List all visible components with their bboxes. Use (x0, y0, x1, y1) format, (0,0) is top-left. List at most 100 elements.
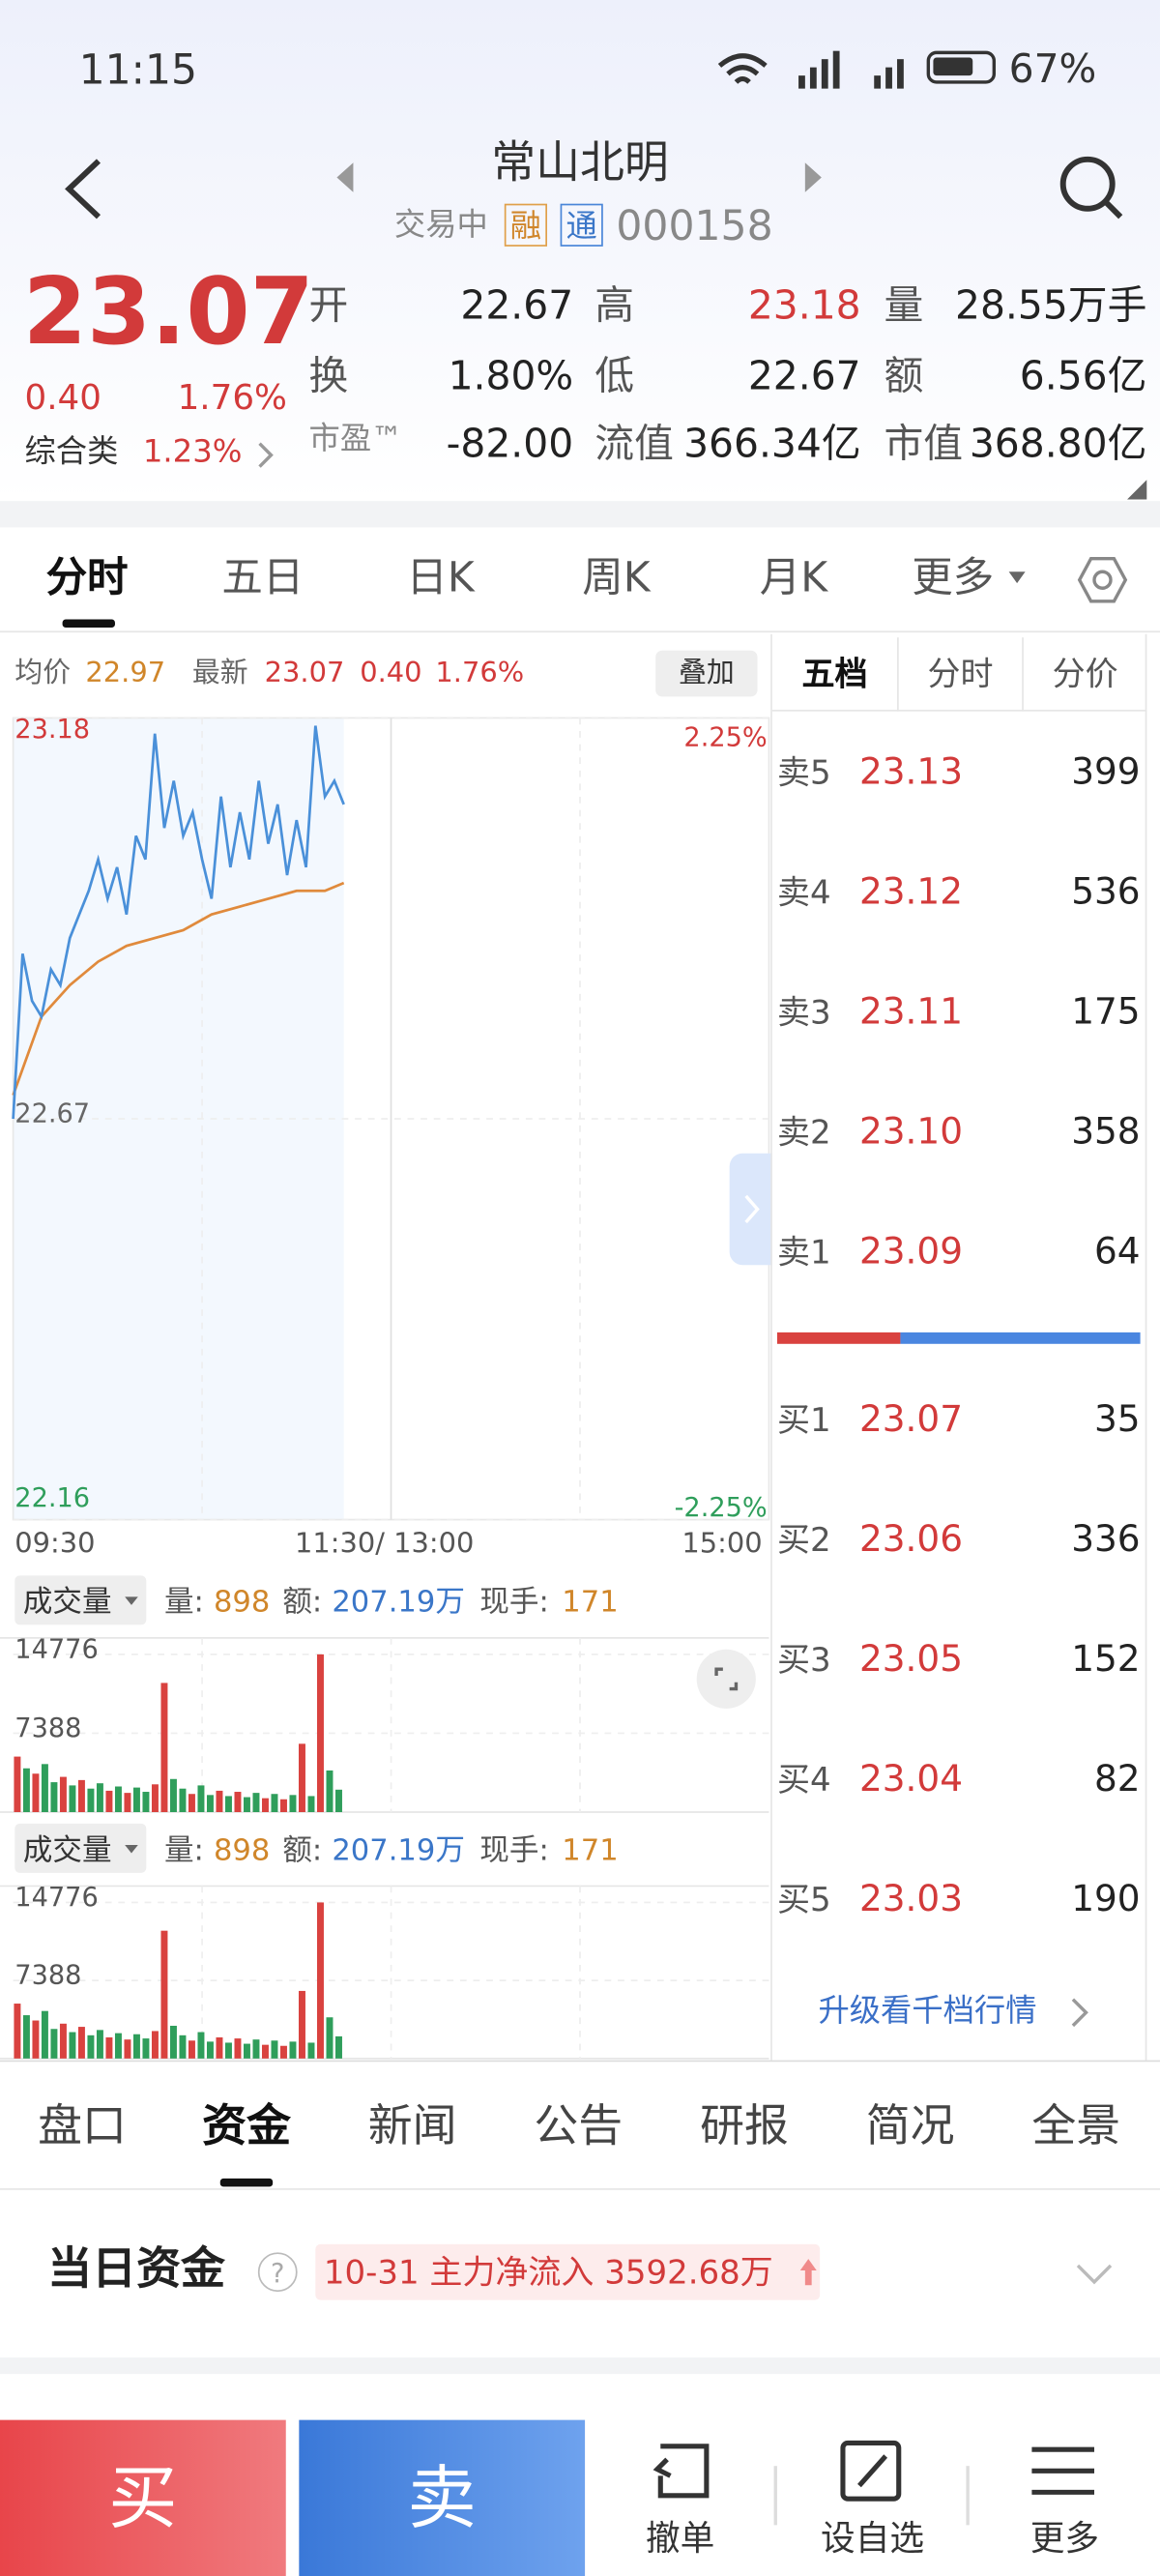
fund-help[interactable]: ? (257, 2252, 298, 2293)
book-price: 23.05 (858, 1639, 963, 1682)
stat-value: 28.55万手 (955, 282, 1147, 329)
info-tab[interactable]: 公告 (534, 2101, 624, 2152)
volume-bar (279, 2045, 287, 2059)
stat-value: 22.67 (747, 353, 861, 399)
stat-label: 开 (308, 282, 349, 329)
volume-tick-label: 7388 (14, 1713, 81, 1743)
chart-tab[interactable]: 更多 (912, 553, 995, 601)
stat-value: 368.80亿 (969, 420, 1147, 467)
volume-bar (289, 1795, 297, 1812)
stat-label: 换 (308, 353, 349, 399)
volume-bar (289, 2041, 297, 2059)
info-tab[interactable]: 研报 (700, 2101, 789, 2152)
volume-bar (335, 2035, 342, 2059)
sector-arrow[interactable] (256, 440, 276, 470)
book-qty: 358 (1071, 1112, 1141, 1154)
volume-caret (125, 1844, 138, 1854)
info-tabs-top (0, 2060, 1160, 2063)
book-tab[interactable]: 分价 (1022, 637, 1147, 712)
volume-bar (335, 1789, 342, 1812)
chart-settings[interactable] (1076, 554, 1128, 606)
side-handle[interactable] (729, 1153, 772, 1266)
chart-tab[interactable]: 分时 (45, 553, 129, 601)
info-tab[interactable]: 全景 (1031, 2101, 1121, 2152)
chart-tab[interactable]: 月K (759, 553, 828, 601)
book-bar-ask (776, 1332, 901, 1344)
volume-bar (179, 1788, 187, 1812)
book-tab[interactable]: 分时 (897, 637, 1023, 712)
last-label: 最新 (191, 657, 248, 690)
info-tab[interactable]: 资金 (202, 2101, 291, 2152)
volume-bar (326, 2017, 334, 2059)
info-underline (219, 2178, 274, 2187)
volume-bar (32, 2020, 40, 2059)
book-label: 卖2 (776, 1112, 831, 1152)
overlay-button[interactable]: 叠加 (655, 650, 758, 697)
book-qty: 82 (1094, 1759, 1141, 1801)
volume-bar (50, 1782, 58, 1812)
stat-value: 22.67 (460, 282, 574, 329)
volume-bar (77, 2027, 85, 2059)
book-price: 23.09 (858, 1232, 963, 1273)
chart-tab[interactable]: 日K (406, 553, 475, 601)
volume-bar (142, 2038, 150, 2059)
book-label: 买2 (776, 1519, 831, 1560)
back-button[interactable] (59, 155, 108, 223)
action-label[interactable]: 更多 (1030, 2518, 1100, 2559)
volume-qty-label: 量: (164, 1586, 204, 1620)
chart-tab[interactable]: 周K (582, 553, 651, 601)
volume-bar (96, 1783, 103, 1812)
volume-bar (317, 1902, 324, 2059)
upgrade-arrow[interactable] (1068, 1996, 1091, 2029)
volume-bar (224, 1796, 232, 1812)
volume-tick-label: 7388 (14, 1961, 81, 1991)
info-tab[interactable]: 简况 (865, 2101, 955, 2152)
volume-bar (160, 1930, 168, 2059)
book-label: 卖3 (776, 992, 831, 1032)
volume-bar (87, 1788, 95, 1812)
book-qty: 336 (1071, 1519, 1141, 1562)
buy-button[interactable]: 买 (0, 2419, 286, 2576)
book-label: 卖4 (776, 872, 831, 912)
stat-label: 流值 (594, 420, 674, 467)
sell-button[interactable]: 卖 (299, 2419, 586, 2576)
chart-tab[interactable]: 五日 (221, 553, 304, 601)
book-price: 23.11 (858, 992, 963, 1034)
volume-bar (32, 1773, 40, 1812)
info-tab[interactable]: 盘口 (38, 2101, 127, 2152)
volume-hand-label: 现手: (479, 1833, 548, 1867)
price-pct: 1.76% (177, 377, 287, 418)
fund-expand[interactable] (1075, 2261, 1115, 2287)
tab-underline (62, 619, 115, 629)
volume-bar (77, 1779, 85, 1812)
volume-bar (206, 1795, 214, 1812)
action-label[interactable]: 撤单 (645, 2518, 715, 2559)
upgrade-link[interactable]: 升级看千档行情 (818, 1992, 1037, 2030)
volume-bar (279, 1799, 287, 1812)
next-stock[interactable] (801, 161, 825, 194)
info-tab[interactable]: 新闻 (367, 2101, 457, 2152)
expand-corner[interactable] (1126, 480, 1147, 500)
volume-bar (151, 1784, 159, 1812)
fullscreen-button[interactable] (696, 1649, 756, 1709)
volume-bar (299, 1743, 305, 1812)
volume-amt-label: 额: (282, 1586, 322, 1620)
book-price: 23.10 (858, 1112, 963, 1154)
book-qty: 175 (1071, 992, 1141, 1034)
volume-bar (307, 2042, 315, 2059)
book-qty: 536 (1071, 872, 1141, 914)
book-qty: 35 (1094, 1399, 1141, 1442)
search-button[interactable] (1055, 151, 1127, 223)
prev-stock[interactable] (334, 161, 357, 194)
volume-amt-label: 额: (282, 1833, 322, 1867)
volume-bar (87, 2034, 95, 2059)
book-tab[interactable]: 五档 (771, 637, 898, 712)
avg-label: 均价 (14, 657, 72, 690)
volume-button (14, 1823, 147, 1873)
signal-icons (716, 49, 914, 89)
volume-bar (307, 1796, 315, 1812)
action-label[interactable]: 设自选 (821, 2518, 925, 2559)
last-value: 23.07 (264, 657, 345, 690)
volume-bar (299, 1990, 305, 2059)
